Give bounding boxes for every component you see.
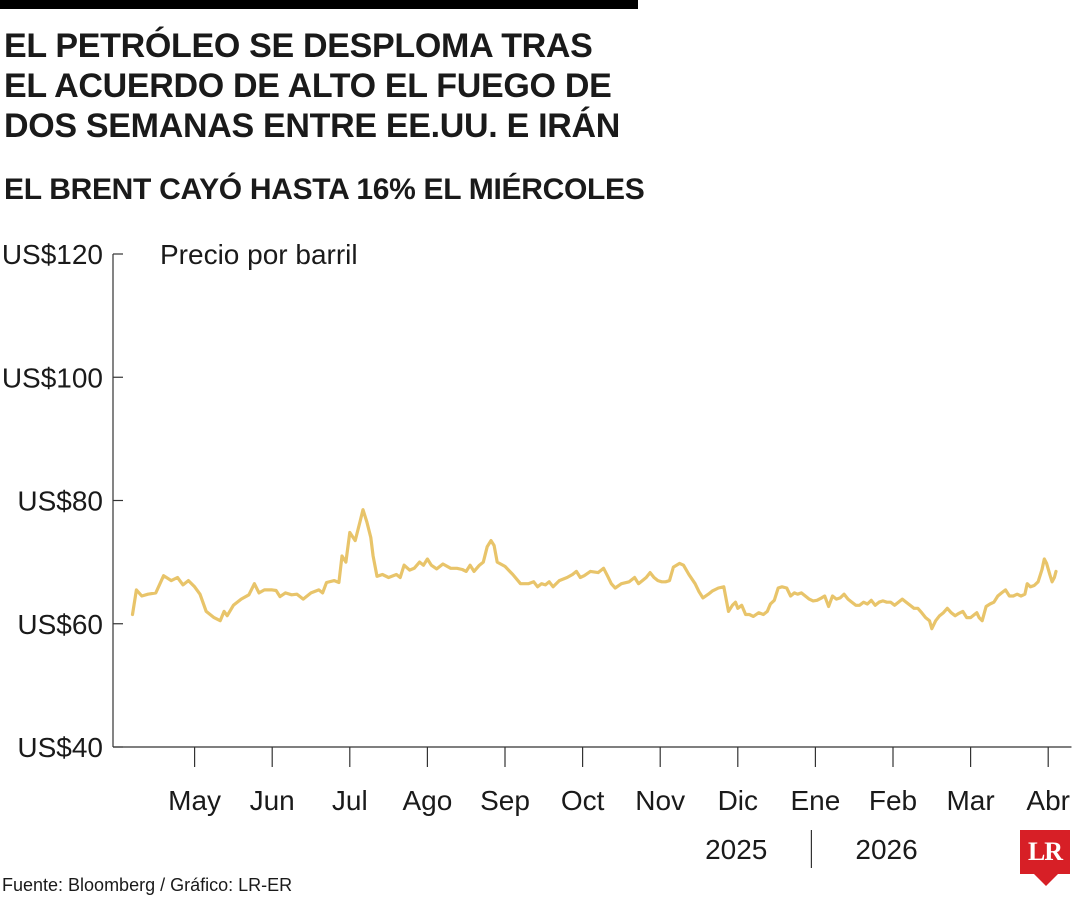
x-tick-label: Jun <box>250 785 295 816</box>
series-layer <box>130 508 1058 631</box>
logo-tail <box>1034 874 1058 886</box>
logo-text: LR <box>1027 837 1063 866</box>
y-tick-label: US$40 <box>17 732 103 763</box>
y-axis-label: Precio por barril <box>160 239 358 270</box>
x-tick-label: Abr <box>1026 785 1070 816</box>
y-tick-label: US$100 <box>2 362 103 393</box>
year-label: 2026 <box>855 834 917 865</box>
x-tick-label: Jul <box>332 785 368 816</box>
chart-title: EL PETRÓLEO SE DESPLOMA TRAS EL ACUERDO … <box>4 26 620 146</box>
axes <box>112 253 1072 868</box>
x-tick-label: Oct <box>561 785 605 816</box>
top-rule <box>0 0 638 9</box>
x-tick-label: Ene <box>790 785 840 816</box>
y-tick-label: US$80 <box>17 486 103 517</box>
x-tick-label: May <box>168 785 221 816</box>
y-tick-label: US$120 <box>2 239 103 270</box>
title-line-1: EL PETRÓLEO SE DESPLOMA TRAS <box>4 27 593 65</box>
x-tick-label: Nov <box>635 785 685 816</box>
x-tick-label: Ago <box>402 785 452 816</box>
series-line <box>130 508 1058 631</box>
tick-labels: US$120 US$100 US$80 US$60 US$40 Precio por ba… <box>2 239 1070 865</box>
x-tick-label: Sep <box>480 785 530 816</box>
title-line-2: EL ACUERDO DE ALTO EL FUEGO DE <box>4 67 612 105</box>
x-tick-label: Dic <box>718 785 758 816</box>
lr-logo: LR <box>1020 830 1070 886</box>
chart-subtitle: EL BRENT CAYÓ HASTA 16% EL MIÉRCOLES <box>4 173 645 206</box>
title-line-3: DOS SEMANAS ENTRE EE.UU. E IRÁN <box>4 107 620 145</box>
x-tick-label: Mar <box>946 785 994 816</box>
source-note: Fuente: Bloomberg / Gráfico: LR-ER <box>2 875 293 895</box>
year-label: 2025 <box>705 834 767 865</box>
logo-box <box>1020 830 1070 874</box>
x-tick-label: Feb <box>869 785 917 816</box>
y-tick-label: US$60 <box>17 609 103 640</box>
